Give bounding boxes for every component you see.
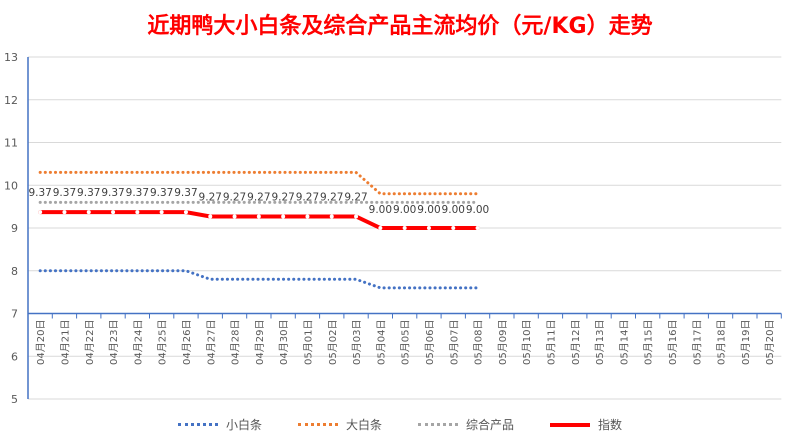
data-label: 9.00 <box>369 204 392 216</box>
data-point <box>329 214 334 219</box>
data-point <box>354 214 359 219</box>
data-point <box>111 210 116 215</box>
x-tick-label: 04月26日 <box>181 320 193 365</box>
data-label: 9.37 <box>77 187 100 199</box>
data-point <box>378 226 383 230</box>
data-label: 9.00 <box>442 204 465 216</box>
data-label: 9.00 <box>393 204 416 216</box>
x-tick-label: 05月10日 <box>521 320 533 365</box>
y-tick-label: 11 <box>4 137 18 150</box>
x-tick-label: 05月01日 <box>302 320 314 365</box>
legend-swatch <box>418 423 458 426</box>
x-tick-label: 05月03日 <box>351 320 363 365</box>
data-label: 9.27 <box>199 191 222 203</box>
data-point <box>281 214 286 219</box>
legend-label: 大白条 <box>345 418 382 432</box>
data-point <box>183 210 188 215</box>
data-point <box>38 210 43 215</box>
series-line-0 <box>38 269 480 290</box>
x-tick-label: 04月23日 <box>108 320 120 365</box>
y-tick-label: 9 <box>11 222 18 235</box>
data-label: 9.37 <box>101 187 124 199</box>
x-tick-label: 05月05日 <box>400 320 412 365</box>
y-tick-label: 5 <box>11 393 18 406</box>
x-tick-label: 05月14日 <box>618 320 630 365</box>
x-tick-label: 05月17日 <box>691 320 703 365</box>
data-label: 9.37 <box>126 187 149 199</box>
data-label: 9.27 <box>223 191 246 203</box>
data-label: 9.37 <box>53 187 76 199</box>
x-tick-label: 04月30日 <box>278 320 290 365</box>
data-label: 9.27 <box>296 191 319 203</box>
legend-label: 综合产品 <box>466 418 515 432</box>
y-tick-label: 13 <box>4 51 18 64</box>
x-tick-label: 04月20日 <box>35 320 47 365</box>
x-tick-label: 04月21日 <box>59 320 71 365</box>
y-tick-label: 7 <box>11 308 18 321</box>
data-point <box>402 226 407 230</box>
y-tick-label: 10 <box>4 179 18 192</box>
x-tick-label: 05月13日 <box>594 320 606 365</box>
x-tick-label: 04月22日 <box>84 320 96 365</box>
data-label: 9.27 <box>320 191 343 203</box>
data-label: 9.37 <box>150 187 173 199</box>
data-point <box>208 214 213 219</box>
data-point <box>135 210 140 215</box>
legend-label: 指数 <box>598 418 623 432</box>
y-tick-label: 12 <box>4 94 18 107</box>
x-tick-label: 04月25日 <box>157 320 169 365</box>
data-point <box>305 214 310 219</box>
x-tick-label: 05月07日 <box>448 320 460 365</box>
y-tick-label: 8 <box>11 265 18 278</box>
x-tick-label: 04月28日 <box>230 320 242 365</box>
series-line-1 <box>38 170 480 196</box>
x-tick-label: 05月12日 <box>570 320 582 365</box>
x-tick-label: 04月24日 <box>132 320 144 365</box>
x-tick-label: 05月18日 <box>716 320 728 365</box>
data-point <box>232 214 237 219</box>
x-tick-label: 05月04日 <box>375 320 387 365</box>
legend: 小白条 大白条 综合产品 指数 <box>0 416 800 433</box>
data-point <box>475 226 480 230</box>
data-label: 9.27 <box>271 191 294 203</box>
y-tick-label: 6 <box>11 350 18 363</box>
data-label: 9.27 <box>247 191 270 203</box>
x-tick-label: 05月08日 <box>473 320 485 365</box>
legend-swatch <box>550 422 591 427</box>
x-tick-label: 04月27日 <box>205 320 217 365</box>
data-point <box>256 214 261 219</box>
legend-item: 小白条 <box>177 416 262 433</box>
data-label: 9.00 <box>466 204 489 216</box>
legend-item: 综合产品 <box>418 416 514 433</box>
legend-label: 小白条 <box>225 418 262 432</box>
data-label: 9.37 <box>174 187 197 199</box>
data-label: 9.27 <box>344 191 367 203</box>
chart-title: 近期鸭大小白条及综合产品主流均价（元/KG）走势 <box>147 14 653 39</box>
data-point <box>86 210 91 215</box>
data-point <box>451 226 456 230</box>
x-tick-label: 04月29日 <box>254 320 266 365</box>
data-point <box>159 210 164 215</box>
x-tick-label: 05月20日 <box>764 320 776 365</box>
x-tick-label: 05月11日 <box>545 320 557 365</box>
legend-swatch <box>297 423 338 426</box>
data-point <box>426 226 431 230</box>
data-label: 9.37 <box>28 187 51 199</box>
legend-swatch <box>177 423 218 426</box>
data-point <box>62 210 67 215</box>
legend-item: 大白条 <box>297 416 382 433</box>
x-tick-label: 05月06日 <box>424 320 436 365</box>
x-tick-label: 05月02日 <box>327 320 339 365</box>
x-tick-label: 05月19日 <box>740 320 752 365</box>
x-tick-label: 05月15日 <box>643 320 655 365</box>
x-tick-label: 05月16日 <box>667 320 679 365</box>
data-label: 9.00 <box>417 204 440 216</box>
x-tick-label: 05月09日 <box>497 320 509 365</box>
legend-item: 指数 <box>550 416 622 433</box>
